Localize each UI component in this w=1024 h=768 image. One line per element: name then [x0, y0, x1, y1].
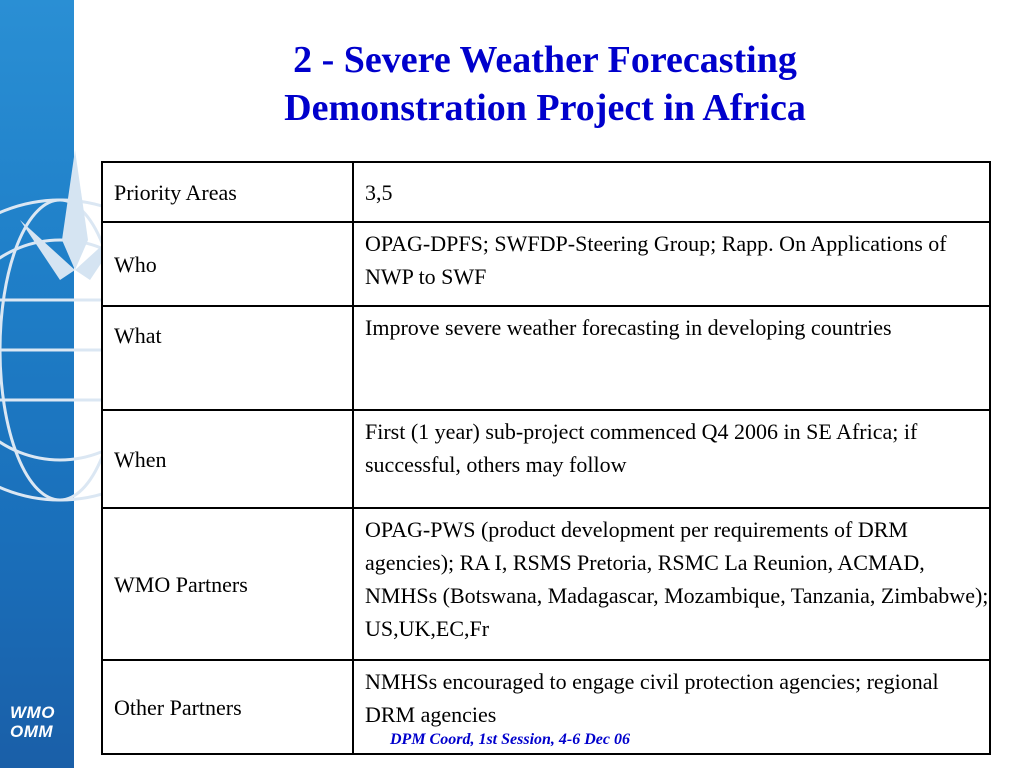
row-value: OPAG-DPFS; SWFDP-Steering Group; Rapp. O…	[352, 221, 991, 307]
row-label: WMO Partners	[101, 507, 354, 661]
row-value: First (1 year) sub-project commenced Q4 …	[352, 409, 991, 509]
title-line-2: Demonstration Project in Africa	[284, 87, 806, 129]
row-label: Other Partners	[101, 659, 354, 755]
row-value: 3,5	[352, 161, 991, 223]
row-value: OPAG-PWS (product development per requir…	[352, 507, 991, 661]
table-row: Priority Areas 3,5	[101, 161, 991, 223]
row-value: Improve severe weather forecasting in de…	[352, 305, 991, 411]
table-row: Who OPAG-DPFS; SWFDP-Steering Group; Rap…	[101, 221, 991, 307]
wmo-logo: WMO OMM	[10, 703, 70, 741]
row-label: Who	[101, 221, 354, 307]
logo-line-omm: OMM	[10, 722, 54, 741]
row-label: Priority Areas	[101, 161, 354, 223]
table-row: When First (1 year) sub-project commence…	[101, 409, 991, 509]
row-value: NMHSs encouraged to engage civil protect…	[352, 659, 991, 755]
row-label: When	[101, 409, 354, 509]
brand-stripe: WMO OMM	[0, 0, 74, 768]
logo-line-wmo: WMO	[10, 703, 55, 722]
title-line-1: 2 - Severe Weather Forecasting	[293, 39, 797, 81]
row-label: What	[101, 305, 354, 411]
footer-text: DPM Coord, 1st Session, 4-6 Dec 06	[389, 731, 630, 748]
table-row: WMO Partners OPAG-PWS (product developme…	[101, 507, 991, 661]
project-table-container: Priority Areas 3,5 Who OPAG-DPFS; SWFDP-…	[101, 161, 991, 755]
page-title: 2 - Severe Weather Forecasting Demonstra…	[150, 36, 940, 132]
table-row: Other Partners NMHSs encouraged to engag…	[101, 659, 991, 755]
project-table: Priority Areas 3,5 Who OPAG-DPFS; SWFDP-…	[101, 161, 991, 755]
table-row: What Improve severe weather forecasting …	[101, 305, 991, 411]
